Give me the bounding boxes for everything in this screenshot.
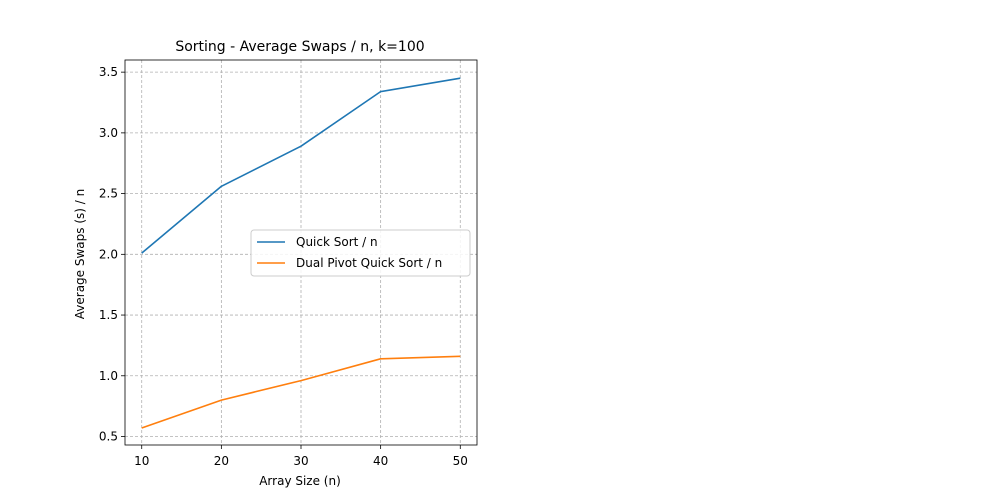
y-tick-label: 1.0 [99, 369, 118, 383]
x-tick-label: 30 [293, 454, 308, 468]
x-axis-label: Array Size (n) [259, 474, 341, 488]
y-tick-label: 3.0 [99, 126, 118, 140]
y-tick-label: 2.5 [99, 187, 118, 201]
x-tick-label: 20 [214, 454, 229, 468]
y-tick-label: 1.5 [99, 308, 118, 322]
legend-label-0: Quick Sort / n [296, 235, 378, 249]
series-layer [141, 77, 461, 429]
y-axis-label: Average Swaps (s) / n [73, 189, 87, 319]
x-tick-label: 50 [453, 454, 468, 468]
series-line-1 [141, 355, 461, 429]
x-tick-label: 40 [373, 454, 388, 468]
legend-box [250, 229, 471, 277]
axis-ticks: 10 20 30 40 50 0.5 1.0 1.5 2.0 2.5 3.0 3.5 [99, 65, 468, 468]
series-line-0 [141, 77, 461, 254]
y-tick-label: 0.5 [99, 429, 118, 443]
y-tick-label: 3.5 [99, 65, 118, 79]
chart-title: Sorting - Average Swaps / n, k=100 [175, 39, 424, 55]
legend: Quick Sort / n Dual Pivot Quick Sort / n [250, 229, 471, 277]
legend-label-1: Dual Pivot Quick Sort / n [296, 256, 442, 270]
y-tick-label: 2.0 [99, 247, 118, 261]
x-tick-label: 10 [134, 454, 149, 468]
